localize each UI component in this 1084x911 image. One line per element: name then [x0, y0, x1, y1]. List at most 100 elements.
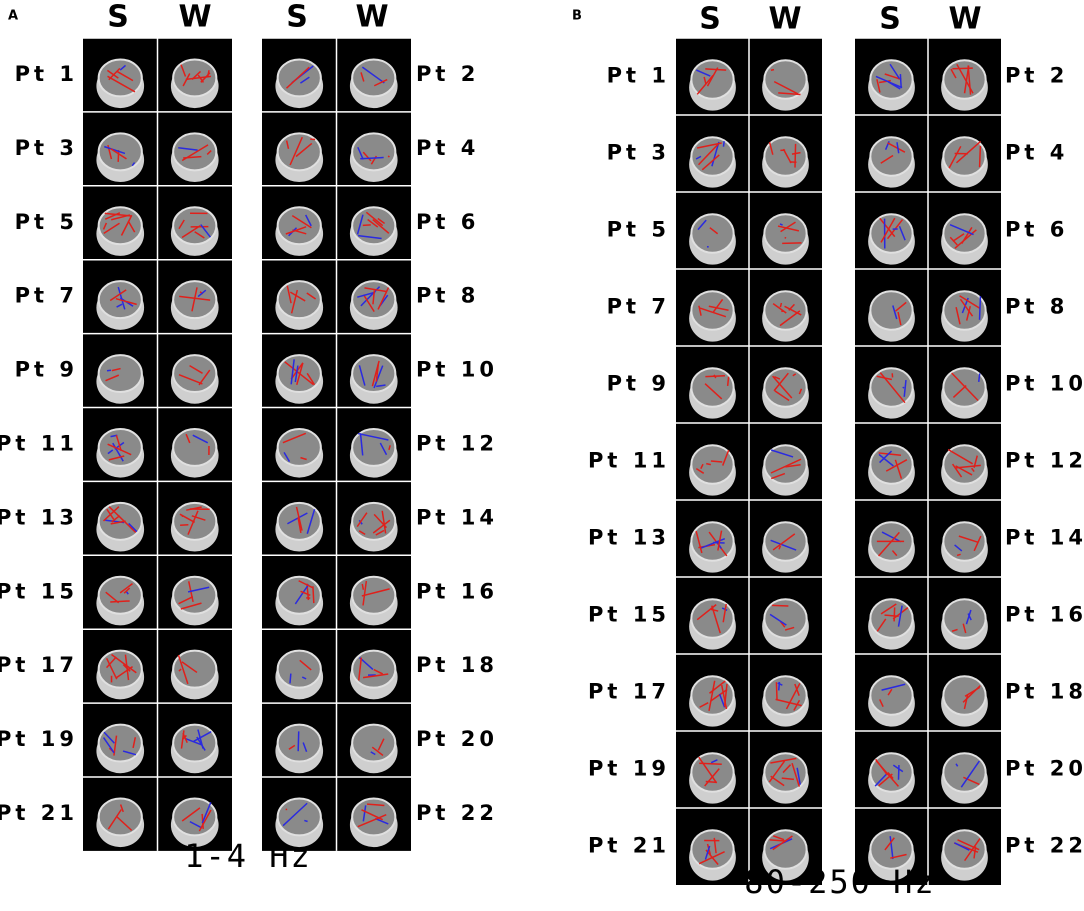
connection-line [779, 682, 780, 691]
patient-label: Pt 8 [416, 284, 479, 308]
connection-line [903, 387, 904, 388]
connection-line [706, 464, 711, 465]
brain-slice [173, 577, 216, 614]
patient-label: Pt 6 [1005, 218, 1068, 242]
brain-slice [352, 133, 395, 170]
brain-slice [943, 522, 985, 561]
brain-slice [943, 753, 985, 792]
patient-label: Pt 16 [416, 579, 498, 603]
patient-label: Pt 10 [1005, 372, 1084, 396]
brain-slice [352, 59, 395, 96]
patient-label: Pt 12 [1005, 449, 1084, 473]
patient-label: Pt 13 [0, 505, 78, 529]
patient-label: Pt 3 [607, 141, 670, 165]
connection-line [290, 674, 291, 684]
column-header: S [879, 2, 901, 37]
patient-label: Pt 5 [15, 210, 78, 234]
patient-label: Pt 21 [588, 834, 670, 858]
brain-slice [764, 753, 806, 792]
connection-line [298, 731, 299, 751]
column-header: W [768, 2, 801, 37]
connection-line [711, 461, 722, 462]
connection-line [979, 373, 980, 381]
connection-line [957, 554, 961, 555]
connection-line [980, 146, 981, 167]
brain-slice [352, 355, 395, 392]
patient-label: Pt 15 [588, 603, 670, 627]
brain-slice [278, 725, 321, 762]
column-header: S [699, 2, 721, 37]
panel-label: B [572, 9, 582, 24]
patient-label: Pt 6 [416, 210, 479, 234]
frequency-band: 80-250 Hz [744, 863, 935, 901]
brain-slice [691, 214, 733, 253]
patient-label: Pt 11 [0, 431, 78, 455]
patient-label: Pt 17 [588, 680, 670, 704]
patient-label: Pt 7 [607, 295, 670, 319]
brain-slice [764, 368, 806, 407]
patient-label: Pt 18 [416, 653, 498, 677]
connection-line [699, 763, 722, 764]
patient-label: Pt 9 [15, 358, 78, 382]
patient-label: Pt 4 [1005, 141, 1068, 165]
connection-line [723, 141, 724, 147]
brain-slice [870, 291, 912, 330]
patient-label: Pt 2 [416, 62, 479, 86]
brain-slice [691, 137, 733, 176]
brain-slice [99, 355, 142, 392]
connection-line [894, 607, 895, 621]
connection-line [900, 74, 901, 88]
brain-slice [173, 429, 216, 466]
brain-slice [691, 753, 733, 792]
patient-label: Pt 13 [588, 526, 670, 550]
patient-label: Pt 7 [15, 284, 78, 308]
brain-slice [764, 291, 806, 330]
brain-slice [352, 207, 395, 244]
connection-line [780, 224, 783, 225]
brain-slice [278, 207, 321, 244]
column-header: W [355, 0, 388, 35]
patient-label: Pt 10 [416, 358, 498, 382]
patient-label: Pt 3 [15, 136, 78, 160]
brain-slice [99, 725, 142, 762]
brain-slice [278, 798, 321, 835]
connection-line [304, 820, 307, 821]
patient-label: Pt 1 [15, 62, 78, 86]
connection-line [362, 584, 363, 590]
brain-slice [764, 137, 806, 176]
column-header: S [286, 0, 308, 35]
patient-label: Pt 2 [1005, 64, 1068, 88]
patient-label: Pt 14 [1005, 526, 1084, 550]
patient-label: Pt 19 [0, 727, 78, 751]
patient-label: Pt 21 [0, 801, 78, 825]
brain-slice [870, 753, 912, 792]
brain-slice [943, 599, 985, 638]
connection-line [952, 68, 972, 69]
patient-label: Pt 12 [416, 431, 498, 455]
brain-slice [943, 676, 985, 715]
connection-line [770, 840, 786, 841]
patient-label: Pt 18 [1005, 680, 1084, 704]
patient-label: Pt 5 [607, 218, 670, 242]
patient-label: Pt 1 [607, 64, 670, 88]
connection-line [776, 682, 777, 700]
connection-line [706, 782, 717, 783]
brain-slice [943, 830, 985, 869]
column-header: W [178, 0, 211, 35]
brain-slice [352, 651, 395, 688]
brain-slice [352, 577, 395, 614]
brain-slice [764, 599, 806, 638]
patient-label: Pt 22 [1005, 834, 1084, 858]
patient-label: Pt 9 [607, 372, 670, 396]
brain-slice [173, 355, 216, 392]
connection-line [771, 70, 774, 71]
patient-label: Pt 4 [416, 136, 479, 160]
brain-slice [278, 429, 321, 466]
brain-slice [691, 368, 733, 407]
patient-label: Pt 14 [416, 505, 498, 529]
brain-slice [691, 522, 733, 561]
brain-slice [870, 676, 912, 715]
patient-label: Pt 19 [588, 757, 670, 781]
brain-slice [764, 214, 806, 253]
